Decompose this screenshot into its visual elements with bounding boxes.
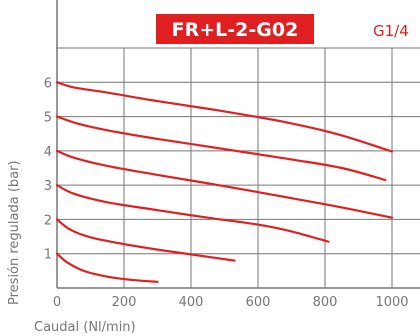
x-tick-label: 400 — [179, 295, 204, 310]
x-tick-label: 800 — [313, 295, 338, 310]
x-tick-label: 600 — [246, 295, 271, 310]
y-axis-label: Presión regulada (bar) — [7, 160, 22, 305]
series-line-5 — [55, 115, 387, 182]
series-line-1 — [55, 252, 159, 283]
series-line-6 — [55, 81, 394, 153]
chart-subtitle: G1/4 — [373, 22, 409, 40]
x-axis-label: Caudal (Nl/min) — [34, 320, 136, 335]
series-group — [55, 81, 394, 283]
x-tick-label: 200 — [112, 295, 137, 310]
x-tick-label: 1000 — [375, 295, 408, 310]
series-line-2 — [55, 218, 236, 262]
grid — [56, 0, 420, 289]
y-tick-label: 3 — [44, 179, 52, 194]
y-tick-label: 4 — [44, 145, 52, 160]
series-line-3 — [55, 184, 330, 243]
tick-labels: 0 200 400 600 800 1000 1 2 3 4 5 6 — [44, 76, 409, 310]
y-tick-label: 1 — [44, 248, 52, 263]
chart-title: FR+L-2-G02 — [172, 19, 299, 41]
title-background — [156, 14, 314, 44]
y-tick-label: 2 — [44, 213, 52, 228]
series-line-4 — [55, 149, 394, 219]
y-tick-label: 5 — [44, 111, 52, 126]
y-tick-label: 6 — [44, 76, 52, 91]
x-tick-label: 0 — [53, 295, 61, 310]
